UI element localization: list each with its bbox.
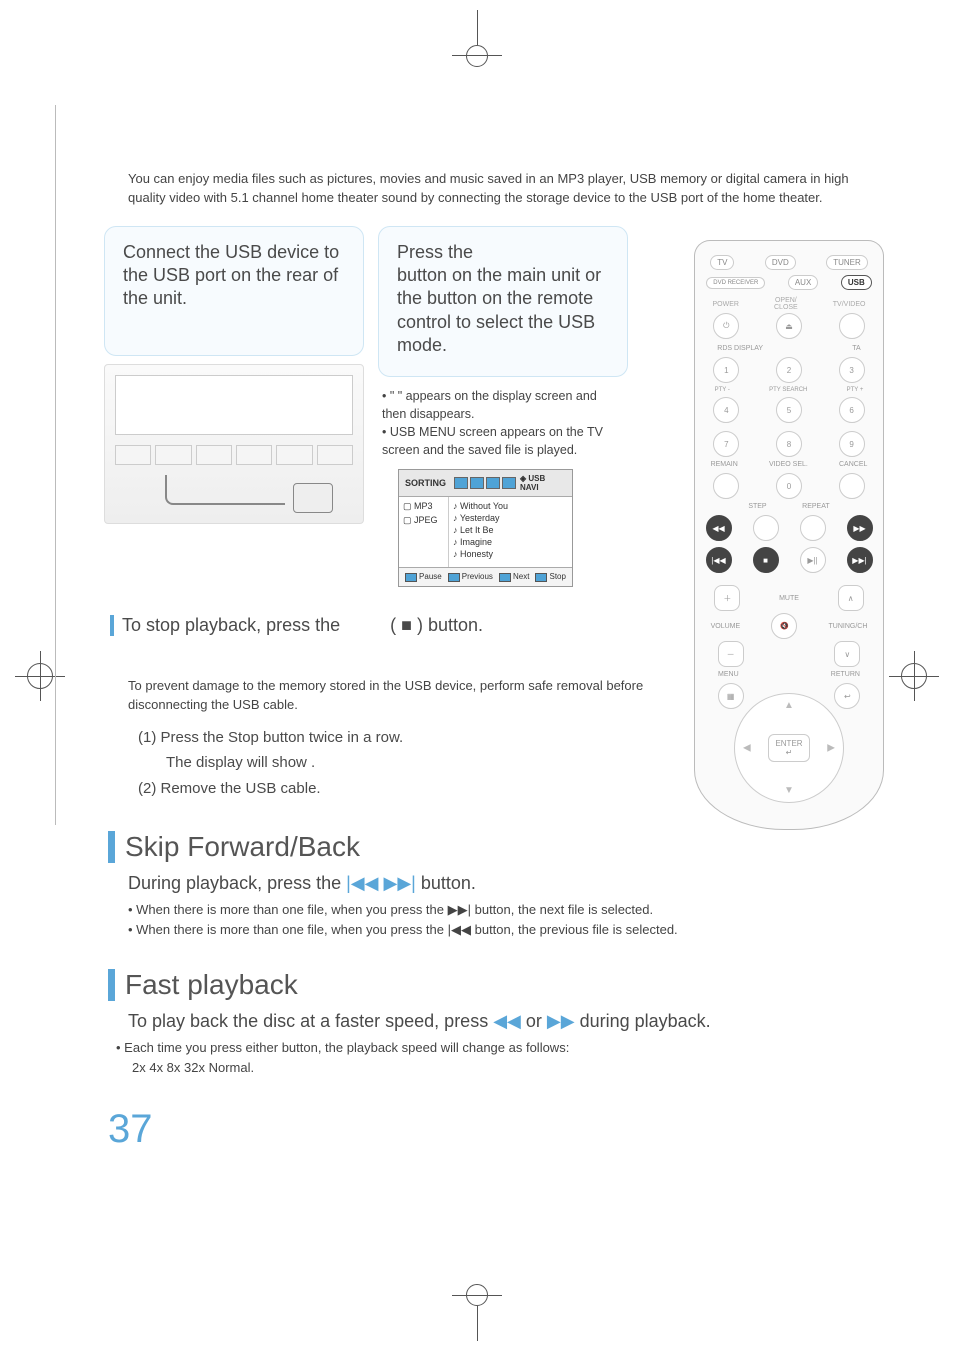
remote-label-return: RETURN (831, 671, 860, 678)
remote-label-step: STEP (748, 503, 766, 510)
step-2-column: Press the button on the main unit or the… (378, 226, 628, 587)
remote-label-mute: MUTE (779, 595, 799, 602)
remote-eject-icon: ⏏ (776, 313, 802, 339)
remote-dvd-button: DVD (765, 255, 796, 270)
remote-label-tuning: TUNING/CH (828, 623, 867, 630)
remote-num-7: 7 (713, 431, 739, 457)
remote-rewind-icon: ◀◀ (706, 515, 732, 541)
left-margin-rule (55, 105, 56, 825)
step-2-note-2: • USB MENU screen appears on the TV scre… (382, 423, 618, 459)
fast-subtitle: To play back the disc at a faster speed,… (128, 1011, 884, 1032)
skip-subtitle: During playback, press the |◀◀ ▶▶| butto… (128, 873, 884, 894)
safe-removal-block: To prevent damage to the memory stored i… (128, 676, 648, 802)
skip-bullet-2: • When there is more than one file, when… (128, 920, 884, 940)
safe-removal-intro: To prevent damage to the memory stored i… (128, 676, 648, 715)
remote-repeat-button (800, 515, 826, 541)
remote-num-6: 6 (839, 397, 865, 423)
step-2-line2: button on the main unit or the button on… (397, 265, 601, 355)
safe-step-1: (1) Press the Stop button twice in a row… (138, 725, 648, 751)
skip-section-title: Skip Forward/Back (108, 831, 884, 863)
fast-section-title: Fast playback (108, 969, 884, 1001)
remote-ch-up-icon: ∧ (838, 585, 864, 611)
remote-label-remain: REMAIN (711, 461, 738, 468)
step-1-text: Connect the USB device to the USB port o… (123, 241, 345, 311)
remote-stop-icon: ■ (753, 547, 779, 573)
usb-navi-right: Without You Yesterday Let It Be Imagine … (449, 497, 572, 567)
remote-label-ptym: PTY - (715, 387, 730, 393)
usb-navi-left: ▢ MP3 ▢ JPEG (399, 497, 449, 567)
step-2-box: Press the button on the main unit or the… (378, 226, 628, 377)
step-2-text: Press the button on the main unit or the… (397, 241, 609, 358)
remote-control-diagram: TV DVD TUNER DVD RECEIVER AUX USB POWER … (694, 240, 884, 830)
remote-receiver-button: DVD RECEIVER (706, 277, 765, 289)
step-1-box: Connect the USB device to the USB port o… (104, 226, 364, 356)
remote-num-9: 9 (839, 431, 865, 457)
remote-step-button (753, 515, 779, 541)
remote-tuner-button: TUNER (826, 255, 868, 270)
safe-step-1b: The display will show . (166, 750, 648, 776)
step-2-line1: Press the (397, 242, 473, 262)
remote-usb-button: USB (841, 275, 872, 290)
remote-label-open: OPEN/ CLOSE (774, 297, 798, 311)
remote-num-0: 0 (776, 473, 802, 499)
step-2-notes: • " " appears on the display screen and … (378, 387, 618, 460)
safe-step-2: (2) Remove the USB cable. (138, 776, 648, 802)
fast-bullets: • Each time you press either button, the… (116, 1038, 884, 1077)
remote-aux-button: AUX (788, 275, 818, 290)
remote-label-tvvideo: TV/VIDEO (833, 301, 866, 308)
remote-tv-button: TV (710, 255, 734, 270)
remote-num-4: 4 (713, 397, 739, 423)
usb-navi-screenshot: SORTING ◈ USB NAVI ▢ MP3 ▢ JPEG Without … (398, 469, 573, 586)
remote-label-power: POWER (713, 301, 739, 308)
remote-return-icon: ↩ (834, 683, 860, 709)
skip-bullets: • When there is more than one file, when… (128, 900, 884, 939)
remote-vol-down-icon: － (718, 641, 744, 667)
remote-num-1: 1 (713, 357, 739, 383)
remote-ch-down-icon: ∨ (834, 641, 860, 667)
remote-dpad: ▲ ▼ ◀ ▶ ENTER↵ (734, 693, 844, 803)
step-1-column: Connect the USB device to the USB port o… (104, 226, 364, 587)
skip-bullet-1: • When there is more than one file, when… (128, 900, 884, 920)
usb-navi-title: ◈ USB NAVI (520, 474, 566, 492)
remote-label-repeat: REPEAT (802, 503, 830, 510)
page-number: 37 (108, 1107, 884, 1152)
remote-num-8: 8 (776, 431, 802, 457)
remote-label-cancel: CANCEL (839, 461, 867, 468)
remote-circle-icon (839, 313, 865, 339)
remote-num-2: 2 (776, 357, 802, 383)
remote-power-icon: ⏻ (713, 313, 739, 339)
remote-prev-icon: |◀◀ (706, 547, 732, 573)
remote-label-videosel: VIDEO SEL. (769, 461, 808, 468)
intro-text: You can enjoy media files such as pictur… (128, 170, 884, 208)
fast-bullet-1: • Each time you press either button, the… (116, 1038, 884, 1058)
usb-navi-footer: Pause Previous Next Stop (399, 567, 572, 585)
remote-num-5: 5 (776, 397, 802, 423)
step-2-note-1: • " " appears on the display screen and … (382, 387, 618, 423)
fast-speeds: 2x 4x 8x 32x Normal. (132, 1058, 884, 1078)
remote-label-ptys: PTY SEARCH (769, 387, 807, 393)
stop-playback-line: To stop playback, press the ( ■ ) button… (110, 615, 650, 636)
remote-ffwd-icon: ▶▶ (847, 515, 873, 541)
remote-num-3: 3 (839, 357, 865, 383)
remote-menu-icon: ▦ (718, 683, 744, 709)
remote-label-ptyp: PTY + (847, 387, 864, 393)
remote-mute-icon: 🔇 (771, 613, 797, 639)
remote-enter-button: ENTER↵ (768, 734, 810, 762)
remote-next-icon: ▶▶| (847, 547, 873, 573)
remote-cancel-button (839, 473, 865, 499)
remote-label-volume: VOLUME (711, 623, 741, 630)
usb-navi-sorting: SORTING (405, 478, 446, 488)
remote-label-rds: RDS DISPLAY (717, 345, 763, 352)
remote-label-menu: MENU (718, 671, 739, 678)
rear-panel-diagram (104, 364, 364, 524)
remote-play-pause-icon: ▶|| (800, 547, 826, 573)
remote-label-ta: TA (852, 345, 860, 352)
remote-vol-up-icon: ＋ (714, 585, 740, 611)
remote-remain-button (713, 473, 739, 499)
